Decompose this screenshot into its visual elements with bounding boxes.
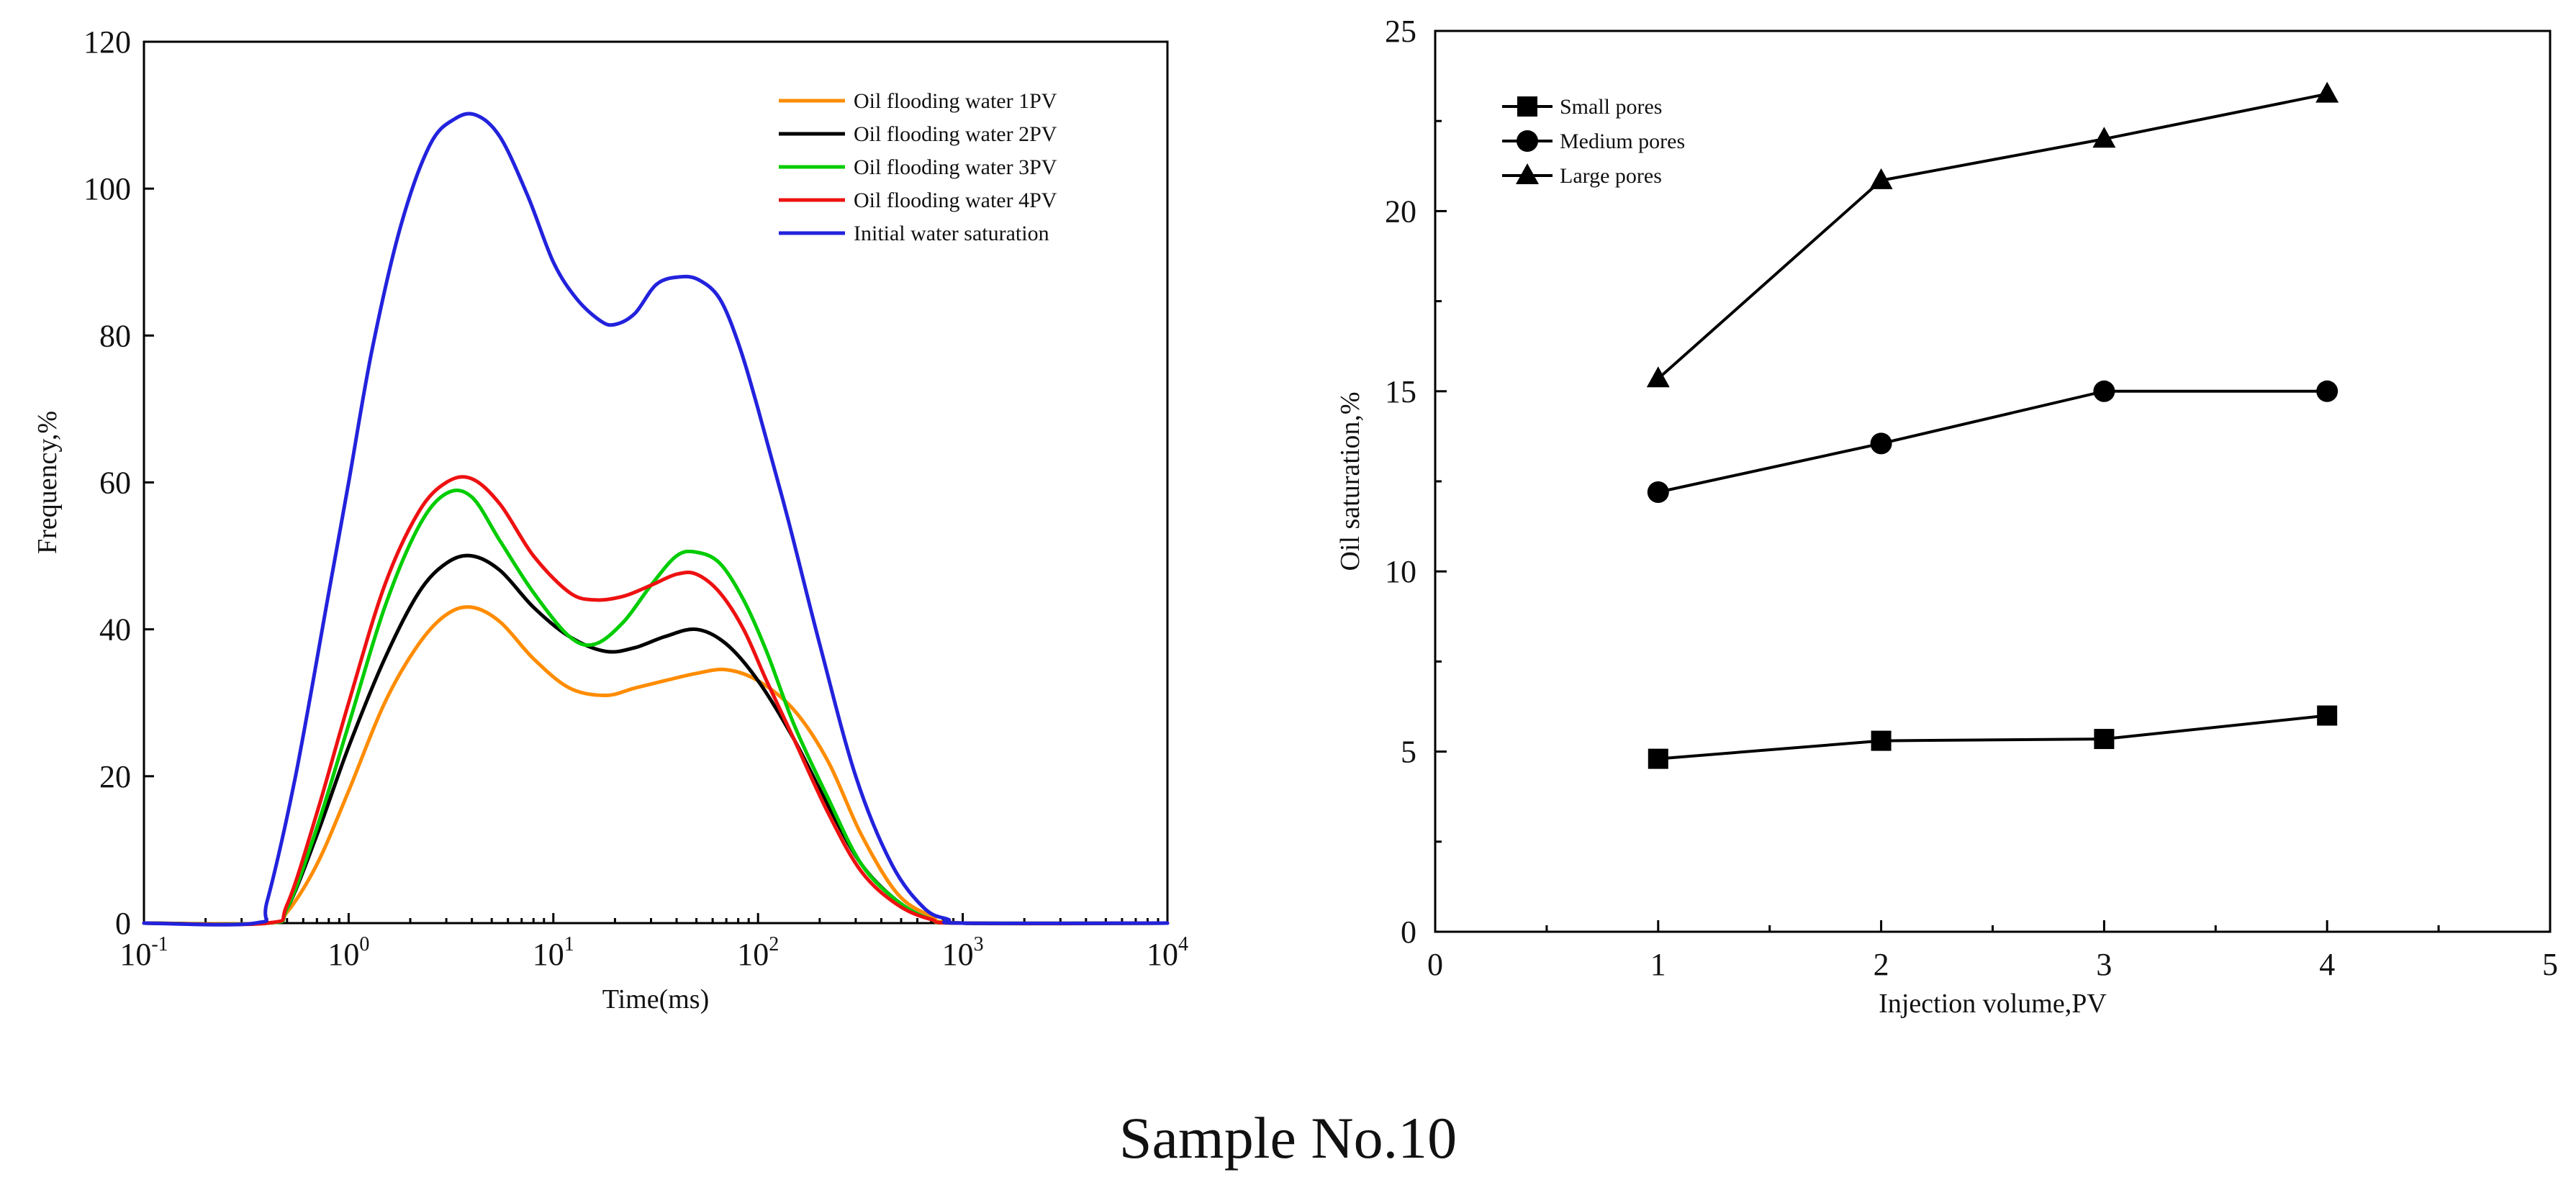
data-point-square — [2094, 729, 2115, 750]
x-tick-label: 3 — [2096, 947, 2112, 982]
nmr-frequency-chart: 0 20 40 60 80 100 120 10-1 100 101 102 103 104 Time(m… — [32, 24, 1188, 1014]
legend-label: Oil flooding water 2PV — [854, 122, 1057, 146]
y-tick-label: 40 — [99, 612, 131, 648]
data-point-circle — [2093, 380, 2115, 402]
x-axis-title: Time(ms) — [602, 984, 710, 1014]
legend-label: Small pores — [1560, 95, 1663, 119]
x-tick-label: 4 — [2319, 947, 2335, 982]
y-axis-title: Oil saturation,% — [1335, 391, 1365, 571]
data-point-triangle — [2092, 127, 2116, 148]
y-tick-label: 0 — [115, 906, 131, 941]
y-tick-label: 20 — [99, 759, 131, 794]
series-line-triangle — [1657, 92, 2328, 380]
series-line-square — [1658, 714, 2328, 761]
x-tick-label: 10-1 — [119, 933, 168, 972]
oil-saturation-chart: 0 5 10 15 20 25 0 1 2 3 4 5 Injection volume,PV Oil s… — [1335, 14, 2558, 1019]
x-tick-label: 1 — [1650, 947, 1666, 982]
data-point-triangle — [1869, 168, 1893, 189]
legend-label: Medium pores — [1560, 130, 1685, 153]
x-tick-label: 100 — [327, 933, 369, 972]
data-point-circle — [1870, 432, 1892, 455]
x-tick-label: 2 — [1874, 947, 1889, 982]
legend-marker — [1516, 163, 1539, 184]
data-point-square — [2317, 705, 2338, 726]
data-point-triangle — [1646, 366, 1670, 388]
y-tick-label: 15 — [1385, 374, 1416, 409]
y-tick-label: 25 — [1385, 14, 1416, 49]
x-tick-label: 101 — [533, 933, 574, 972]
legend-label: Oil flooding water 4PV — [854, 189, 1057, 212]
legend-marker — [1517, 130, 1538, 152]
data-point-circle — [1647, 481, 1669, 504]
y-tick-label: 5 — [1401, 735, 1416, 770]
y-axis-title: Frequency,% — [32, 411, 63, 554]
x-tick-label: 102 — [737, 933, 779, 972]
y-tick-label: 80 — [99, 318, 131, 353]
x-tick-label: 5 — [2542, 947, 2558, 982]
legend-label: Oil flooding water 1PV — [854, 89, 1057, 113]
figure-caption: Sample No.10 — [1118, 1105, 1458, 1171]
legend-label: Initial water saturation — [854, 222, 1049, 245]
y-tick-label: 10 — [1385, 554, 1416, 589]
y-tick-label: 120 — [83, 24, 131, 60]
series-line-4 — [142, 475, 1170, 927]
data-point-circle — [2316, 380, 2338, 402]
y-tick-label: 0 — [1401, 914, 1416, 950]
data-point-triangle — [2315, 81, 2339, 103]
legend-marker — [1517, 96, 1537, 117]
series-line-2 — [142, 553, 1170, 927]
data-point-square — [1648, 748, 1668, 769]
series-line-3 — [142, 489, 1170, 927]
series-line-circle — [1658, 389, 2328, 494]
legend-label: Oil flooding water 3PV — [854, 155, 1057, 179]
series-line-5 — [142, 112, 1170, 927]
y-tick-label: 100 — [83, 171, 131, 206]
x-axis-title: Injection volume,PV — [1879, 989, 2107, 1019]
legend-label: Large pores — [1560, 164, 1662, 188]
y-tick-label: 20 — [1385, 194, 1416, 229]
series-line-1 — [142, 605, 1170, 926]
data-point-square — [1871, 730, 1892, 751]
x-tick-label: 0 — [1427, 947, 1443, 982]
y-tick-label: 60 — [99, 466, 131, 501]
x-tick-label: 103 — [942, 933, 984, 972]
x-tick-label: 104 — [1147, 933, 1188, 972]
